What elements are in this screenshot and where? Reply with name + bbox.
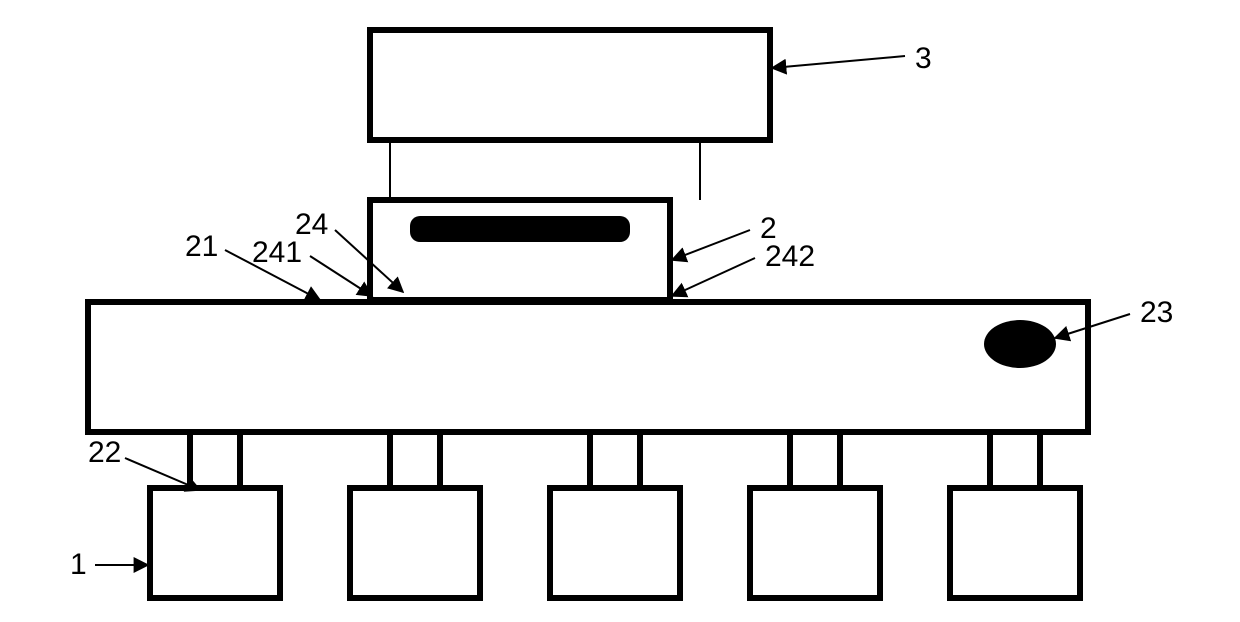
bottom-box	[750, 488, 880, 598]
callout-arrow-242	[672, 258, 755, 296]
mid-box	[370, 200, 670, 300]
callout-label-22: 22	[88, 436, 121, 469]
top-box	[370, 30, 770, 140]
callout-label-21: 21	[185, 230, 218, 263]
ellipse-feature	[984, 320, 1056, 368]
callout-label-23: 23	[1140, 296, 1173, 329]
bottom-box	[550, 488, 680, 598]
bottom-box	[150, 488, 280, 598]
callout-label-3: 3	[915, 42, 932, 75]
callout-label-242: 242	[765, 240, 815, 273]
callout-label-241: 241	[252, 236, 302, 269]
bottom-box	[950, 488, 1080, 598]
main-bar	[88, 302, 1088, 432]
callout-arrow-241	[310, 256, 372, 296]
bottom-box	[350, 488, 480, 598]
callout-arrow-3	[772, 56, 905, 68]
callout-arrow-2	[672, 230, 750, 260]
callout-label-1: 1	[70, 548, 87, 581]
slot	[410, 216, 630, 242]
